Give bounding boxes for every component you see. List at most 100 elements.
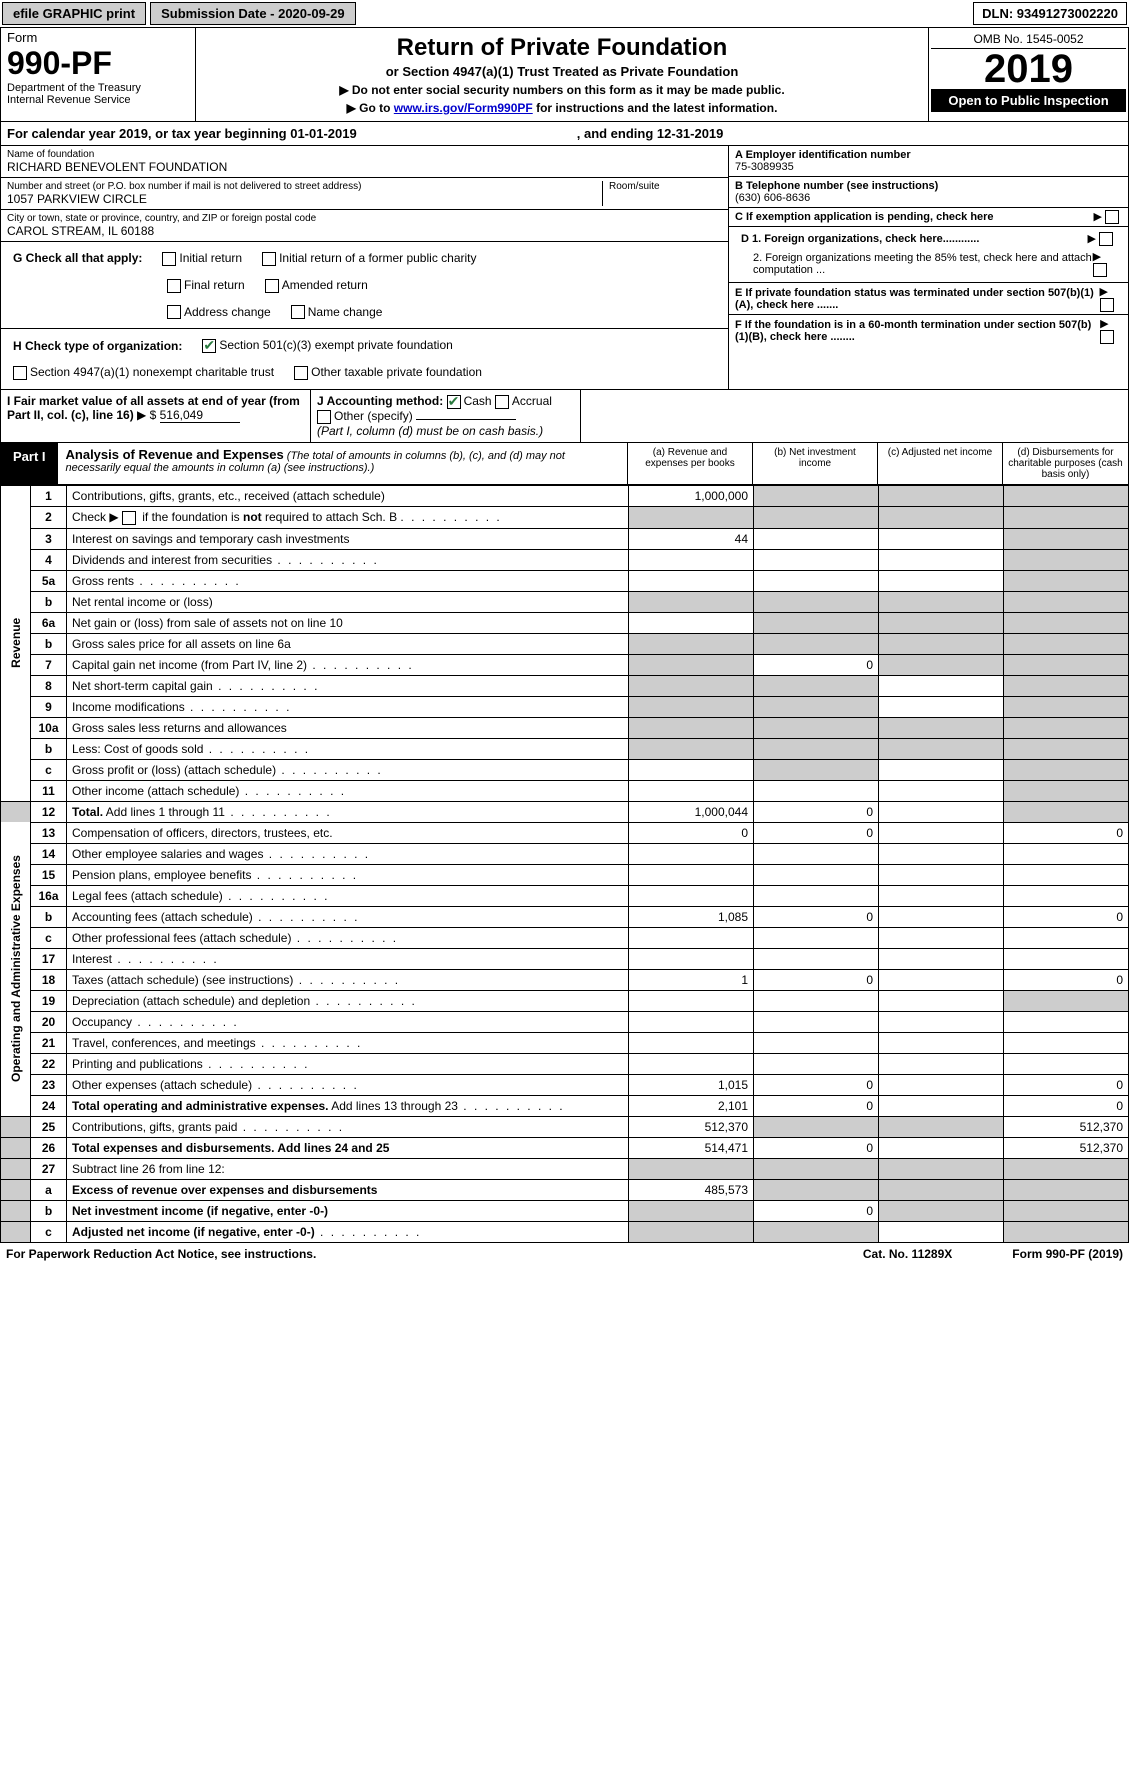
d2-checkbox[interactable]	[1093, 263, 1107, 277]
initial-former-checkbox[interactable]	[262, 252, 276, 266]
4947-checkbox[interactable]	[13, 366, 27, 380]
form-subtitle: or Section 4947(a)(1) Trust Treated as P…	[202, 64, 922, 79]
e-label: E If private foundation status was termi…	[735, 287, 1100, 311]
other-taxable-checkbox[interactable]	[294, 366, 308, 380]
name-label: Name of foundation	[7, 149, 722, 160]
foundation-city: CAROL STREAM, IL 60188	[7, 224, 722, 238]
cash-label: Cash	[464, 394, 492, 408]
table-row: 14Other employee salaries and wages	[1, 843, 1129, 864]
table-row: 15Pension plans, employee benefits	[1, 864, 1129, 885]
e-checkbox[interactable]	[1100, 298, 1114, 312]
footer: For Paperwork Reduction Act Notice, see …	[0, 1243, 1129, 1265]
table-row: 2Check ▶ if the foundation is not requir…	[1, 506, 1129, 528]
addr-change-label: Address change	[184, 305, 271, 319]
initial-return-label: Initial return	[179, 251, 242, 265]
final-return-label: Final return	[184, 278, 245, 292]
tel-cell: B Telephone number (see instructions) (6…	[729, 177, 1128, 208]
c-checkbox[interactable]	[1105, 210, 1119, 224]
revenue-label: Revenue	[1, 485, 31, 801]
table-row: bGross sales price for all assets on lin…	[1, 633, 1129, 654]
foot-cat: Cat. No. 11289X	[863, 1247, 952, 1261]
amended-return-checkbox[interactable]	[265, 279, 279, 293]
foundation-addr: 1057 PARKVIEW CIRCLE	[7, 192, 602, 206]
table-row: 4Dividends and interest from securities	[1, 549, 1129, 570]
dept: Department of the Treasury	[7, 82, 189, 94]
foot-right: Form 990-PF (2019)	[1012, 1247, 1123, 1261]
part1-table: Revenue 1Contributions, gifts, grants, e…	[0, 485, 1129, 1243]
h-label: H Check type of organization:	[13, 339, 182, 353]
501c3-checkbox[interactable]	[202, 339, 216, 353]
name-cell: Name of foundation RICHARD BENEVOLENT FO…	[1, 146, 728, 178]
part1-title: Analysis of Revenue and Expenses	[66, 447, 284, 462]
e-cell: E If private foundation status was termi…	[729, 283, 1128, 315]
other-taxable-label: Other taxable private foundation	[311, 365, 482, 379]
i-label: I Fair market value of all assets at end…	[7, 394, 300, 422]
table-row: 3Interest on savings and temporary cash …	[1, 528, 1129, 549]
table-row: 20Occupancy	[1, 1011, 1129, 1032]
part1-tag: Part I	[1, 443, 58, 484]
f-checkbox[interactable]	[1100, 330, 1114, 344]
room-label: Room/suite	[609, 181, 722, 192]
note-2: ▶ Go to www.irs.gov/Form990PF for instru…	[202, 101, 922, 115]
f-label: F If the foundation is in a 60-month ter…	[735, 319, 1100, 343]
c-label: C If exemption application is pending, c…	[735, 211, 994, 223]
ein-value: 75-3089935	[735, 161, 1122, 173]
table-row: 8Net short-term capital gain	[1, 675, 1129, 696]
city-label: City or town, state or province, country…	[7, 213, 722, 224]
h-row: H Check type of organization: Section 50…	[1, 329, 728, 389]
table-row: 7Capital gain net income (from Part IV, …	[1, 654, 1129, 675]
table-row: 17Interest	[1, 948, 1129, 969]
part1-header: Part I Analysis of Revenue and Expenses …	[0, 443, 1129, 485]
initial-return-checkbox[interactable]	[162, 252, 176, 266]
table-row: cAdjusted net income (if negative, enter…	[1, 1221, 1129, 1242]
header-right: OMB No. 1545-0052 2019 Open to Public In…	[928, 28, 1128, 121]
sch-b-checkbox[interactable]	[122, 511, 136, 525]
header-mid: Return of Private Foundation or Section …	[196, 28, 928, 121]
other-checkbox[interactable]	[317, 410, 331, 424]
d1-checkbox[interactable]	[1099, 232, 1113, 246]
addr-change-checkbox[interactable]	[167, 305, 181, 319]
j-note: (Part I, column (d) must be on cash basi…	[317, 424, 543, 438]
table-row: 27Subtract line 26 from line 12:	[1, 1158, 1129, 1179]
info-right: A Employer identification number 75-3089…	[728, 146, 1128, 389]
other-label: Other (specify)	[334, 409, 413, 423]
table-row: bLess: Cost of goods sold	[1, 738, 1129, 759]
f-cell: F If the foundation is in a 60-month ter…	[729, 315, 1128, 346]
open-inspection: Open to Public Inspection	[931, 89, 1126, 112]
top-bar: efile GRAPHIC print Submission Date - 20…	[0, 0, 1129, 27]
i-amount: 516,049	[160, 408, 240, 423]
final-return-checkbox[interactable]	[167, 279, 181, 293]
501c3-label: Section 501(c)(3) exempt private foundat…	[219, 338, 452, 352]
i-j-row: I Fair market value of all assets at end…	[0, 390, 1129, 443]
cal-end: , and ending 12-31-2019	[577, 126, 724, 141]
table-row: bNet rental income or (loss)	[1, 591, 1129, 612]
name-change-label: Name change	[308, 305, 383, 319]
cash-checkbox[interactable]	[447, 395, 461, 409]
table-row: cGross profit or (loss) (attach schedule…	[1, 759, 1129, 780]
form-word: Form	[7, 30, 189, 45]
ein-label: A Employer identification number	[735, 149, 1122, 161]
addr-cell: Number and street (or P.O. box number if…	[1, 178, 728, 210]
table-row: 5aGross rents	[1, 570, 1129, 591]
expenses-label: Operating and Administrative Expenses	[1, 822, 31, 1116]
table-row: 24Total operating and administrative exp…	[1, 1095, 1129, 1116]
efile-button[interactable]: efile GRAPHIC print	[2, 2, 146, 25]
table-row: 21Travel, conferences, and meetings	[1, 1032, 1129, 1053]
4947-label: Section 4947(a)(1) nonexempt charitable …	[30, 365, 274, 379]
foundation-name: RICHARD BENEVOLENT FOUNDATION	[7, 160, 722, 174]
g-row: G Check all that apply: Initial return I…	[1, 242, 728, 329]
table-row: 11Other income (attach schedule)	[1, 780, 1129, 801]
table-row: 25Contributions, gifts, grants paid512,3…	[1, 1116, 1129, 1137]
table-row: bAccounting fees (attach schedule)1,0850…	[1, 906, 1129, 927]
accrual-checkbox[interactable]	[495, 395, 509, 409]
table-row: 19Depreciation (attach schedule) and dep…	[1, 990, 1129, 1011]
ein-cell: A Employer identification number 75-3089…	[729, 146, 1128, 177]
info-grid: Name of foundation RICHARD BENEVOLENT FO…	[0, 146, 1129, 390]
table-row: 6aNet gain or (loss) from sale of assets…	[1, 612, 1129, 633]
header-left: Form 990-PF Department of the Treasury I…	[1, 28, 196, 121]
irs: Internal Revenue Service	[7, 94, 189, 106]
name-change-checkbox[interactable]	[291, 305, 305, 319]
amended-return-label: Amended return	[282, 278, 368, 292]
irs-link[interactable]: www.irs.gov/Form990PF	[394, 101, 533, 115]
col-a-hdr: (a) Revenue and expenses per books	[628, 443, 753, 484]
